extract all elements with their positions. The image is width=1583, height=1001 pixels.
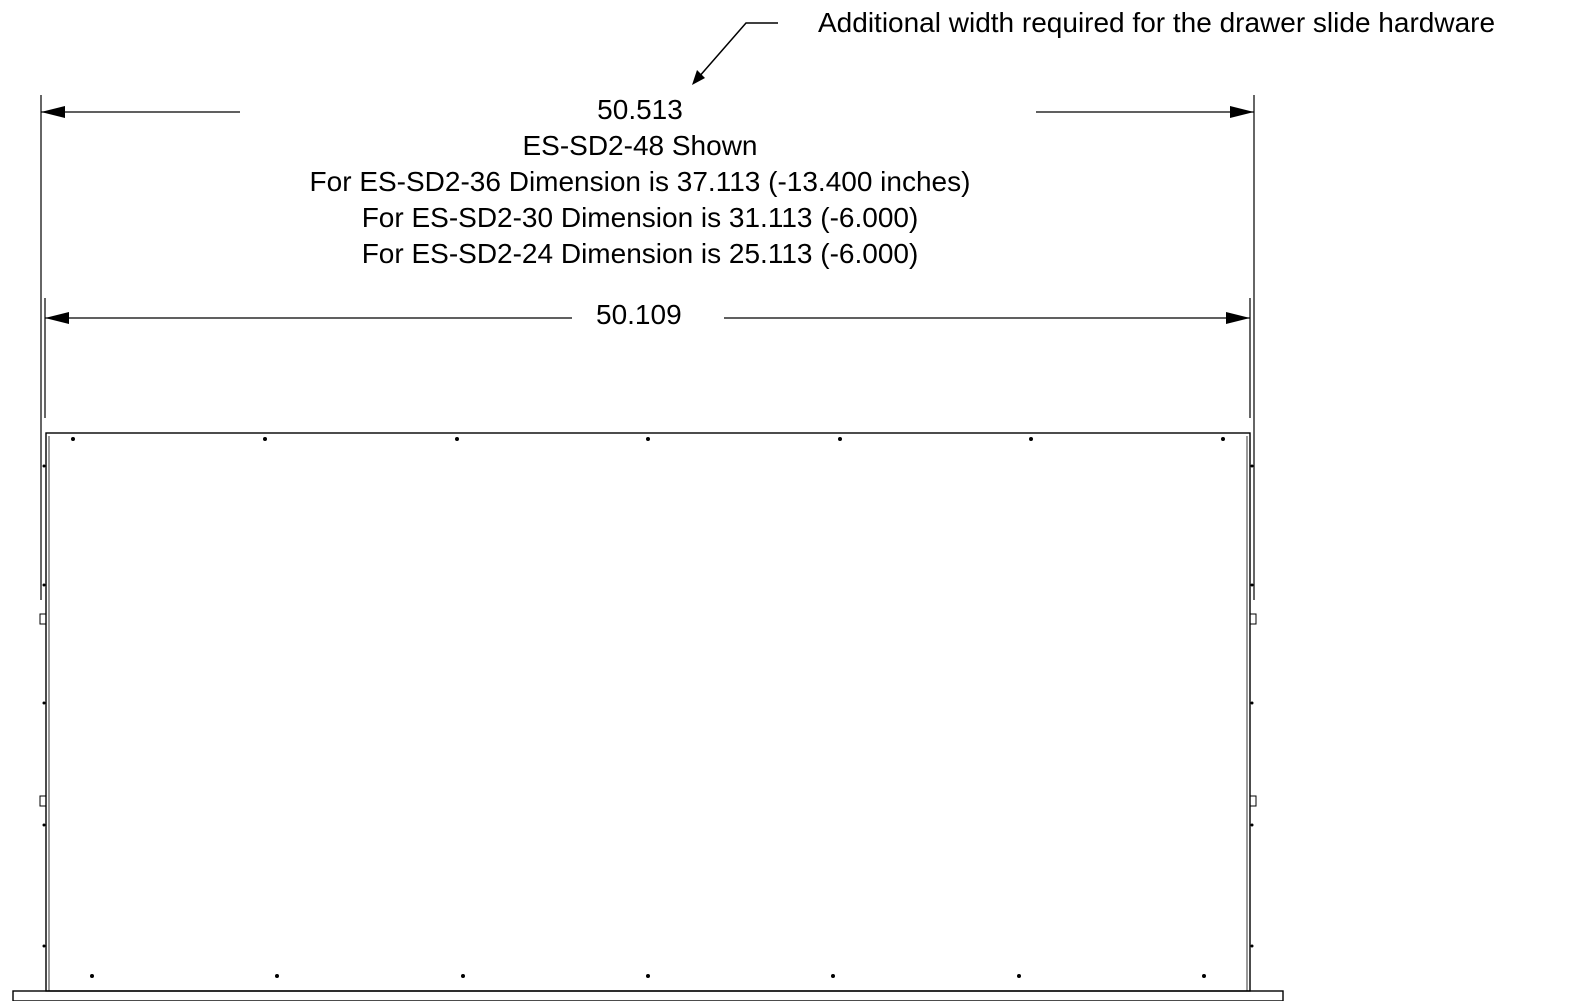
fastener-dot <box>90 974 94 978</box>
fastener-dot <box>646 974 650 978</box>
side-dot <box>1250 464 1254 468</box>
leader-arrowhead <box>692 70 705 85</box>
fastener-dot <box>71 437 75 441</box>
inner-dimension-value: 50.109 <box>590 297 688 333</box>
drawer-slide-note: Additional width required for the drawer… <box>818 7 1496 38</box>
fastener-dot <box>838 437 842 441</box>
leader-line <box>697 22 778 79</box>
side-dot <box>1250 823 1254 827</box>
slide-brackets <box>39 613 1257 807</box>
side-dot <box>42 583 46 587</box>
overall-dimension-value: 50.513 <box>597 94 683 125</box>
fastener-dot <box>461 974 465 978</box>
fastener-dot <box>275 974 279 978</box>
shown-model-text: ES-SD2-48 Shown <box>522 130 758 161</box>
drawer-base-plate <box>12 990 1284 1001</box>
extension-lines <box>40 95 1255 600</box>
overall-dimension-label: 50.513 ES-SD2-48 Shown For ES-SD2-36 Dim… <box>140 92 1140 272</box>
fastener-dot <box>831 974 835 978</box>
bracket-right-upper <box>1249 613 1257 625</box>
side-dot <box>1250 701 1254 705</box>
bracket-right-lower <box>1249 795 1257 807</box>
variant-note-36: For ES-SD2-36 Dimension is 37.113 (-13.4… <box>309 166 971 197</box>
fastener-dot <box>1029 437 1033 441</box>
side-dot <box>42 944 46 948</box>
bracket-left-upper <box>39 613 47 625</box>
note-leader <box>692 22 778 85</box>
fastener-dot <box>263 437 267 441</box>
fastener-dot <box>455 437 459 441</box>
side-dot <box>42 464 46 468</box>
variant-note-24: For ES-SD2-24 Dimension is 25.113 (-6.00… <box>361 238 919 269</box>
fastener-dots <box>42 437 1254 978</box>
side-dot <box>1250 583 1254 587</box>
variant-note-30: For ES-SD2-30 Dimension is 31.113 (-6.00… <box>361 202 919 233</box>
bracket-left-lower <box>39 795 47 807</box>
drawer-panel <box>45 432 1251 992</box>
side-dot <box>42 823 46 827</box>
fastener-dot <box>1221 437 1225 441</box>
fastener-dot <box>1017 974 1021 978</box>
drawer-body <box>12 432 1284 1001</box>
fastener-dot <box>646 437 650 441</box>
side-dot <box>42 701 46 705</box>
side-dot <box>1250 944 1254 948</box>
fastener-dot <box>1202 974 1206 978</box>
